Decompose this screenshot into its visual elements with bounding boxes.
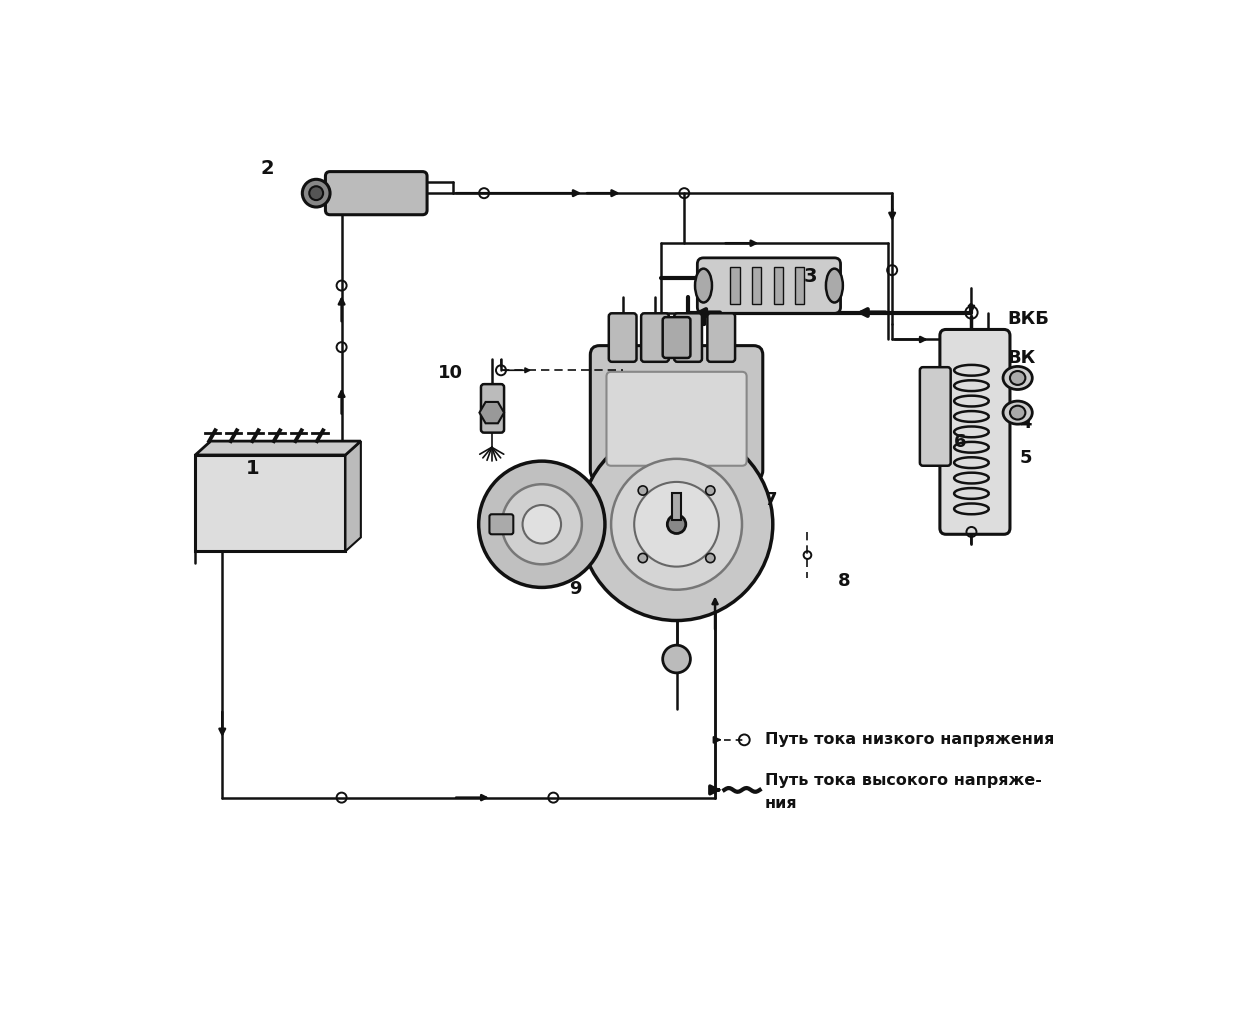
FancyBboxPatch shape <box>590 345 762 479</box>
Circle shape <box>611 459 742 590</box>
FancyBboxPatch shape <box>489 515 513 534</box>
FancyBboxPatch shape <box>481 384 504 433</box>
FancyBboxPatch shape <box>606 372 747 466</box>
FancyBboxPatch shape <box>940 329 1011 534</box>
Text: 4: 4 <box>1019 414 1032 432</box>
FancyBboxPatch shape <box>609 313 636 362</box>
Circle shape <box>638 486 648 495</box>
Text: ния: ния <box>765 796 798 811</box>
Circle shape <box>523 505 561 544</box>
Circle shape <box>706 553 714 562</box>
Polygon shape <box>479 402 504 423</box>
Text: Путь тока низкого напряжения: Путь тока низкого напряжения <box>765 732 1055 748</box>
FancyBboxPatch shape <box>697 258 840 313</box>
Circle shape <box>634 482 719 566</box>
FancyBboxPatch shape <box>774 267 782 304</box>
Ellipse shape <box>1003 401 1032 424</box>
Polygon shape <box>195 441 360 455</box>
Circle shape <box>501 484 582 564</box>
Ellipse shape <box>827 268 843 303</box>
Text: 5: 5 <box>1019 449 1032 467</box>
Text: ВКБ: ВКБ <box>1008 310 1050 328</box>
Circle shape <box>668 515 685 534</box>
Ellipse shape <box>302 179 330 207</box>
FancyBboxPatch shape <box>663 317 690 358</box>
Text: 2: 2 <box>261 159 275 178</box>
Text: 7: 7 <box>765 491 777 509</box>
FancyBboxPatch shape <box>674 313 702 362</box>
Text: 8: 8 <box>838 572 851 590</box>
Polygon shape <box>345 441 360 551</box>
Text: 3: 3 <box>804 266 816 286</box>
Text: ВК: ВК <box>1008 348 1036 367</box>
FancyBboxPatch shape <box>325 171 427 215</box>
Circle shape <box>706 486 714 495</box>
Text: Путь тока высокого напряже-: Путь тока высокого напряже- <box>765 773 1042 788</box>
Circle shape <box>638 553 648 562</box>
Ellipse shape <box>1011 371 1026 385</box>
FancyBboxPatch shape <box>672 493 682 521</box>
FancyBboxPatch shape <box>920 367 951 466</box>
Ellipse shape <box>1011 405 1026 419</box>
Circle shape <box>663 645 690 673</box>
Ellipse shape <box>309 186 323 201</box>
Text: 6: 6 <box>954 434 966 451</box>
Ellipse shape <box>696 268 712 303</box>
FancyBboxPatch shape <box>752 267 761 304</box>
FancyBboxPatch shape <box>707 313 735 362</box>
Circle shape <box>479 461 605 588</box>
Text: 9: 9 <box>568 579 581 598</box>
FancyBboxPatch shape <box>195 455 345 551</box>
FancyBboxPatch shape <box>731 267 740 304</box>
Text: 1: 1 <box>246 459 260 478</box>
Circle shape <box>581 428 772 621</box>
FancyBboxPatch shape <box>795 267 804 304</box>
Text: 10: 10 <box>438 364 462 382</box>
Ellipse shape <box>1003 367 1032 390</box>
FancyBboxPatch shape <box>641 313 669 362</box>
